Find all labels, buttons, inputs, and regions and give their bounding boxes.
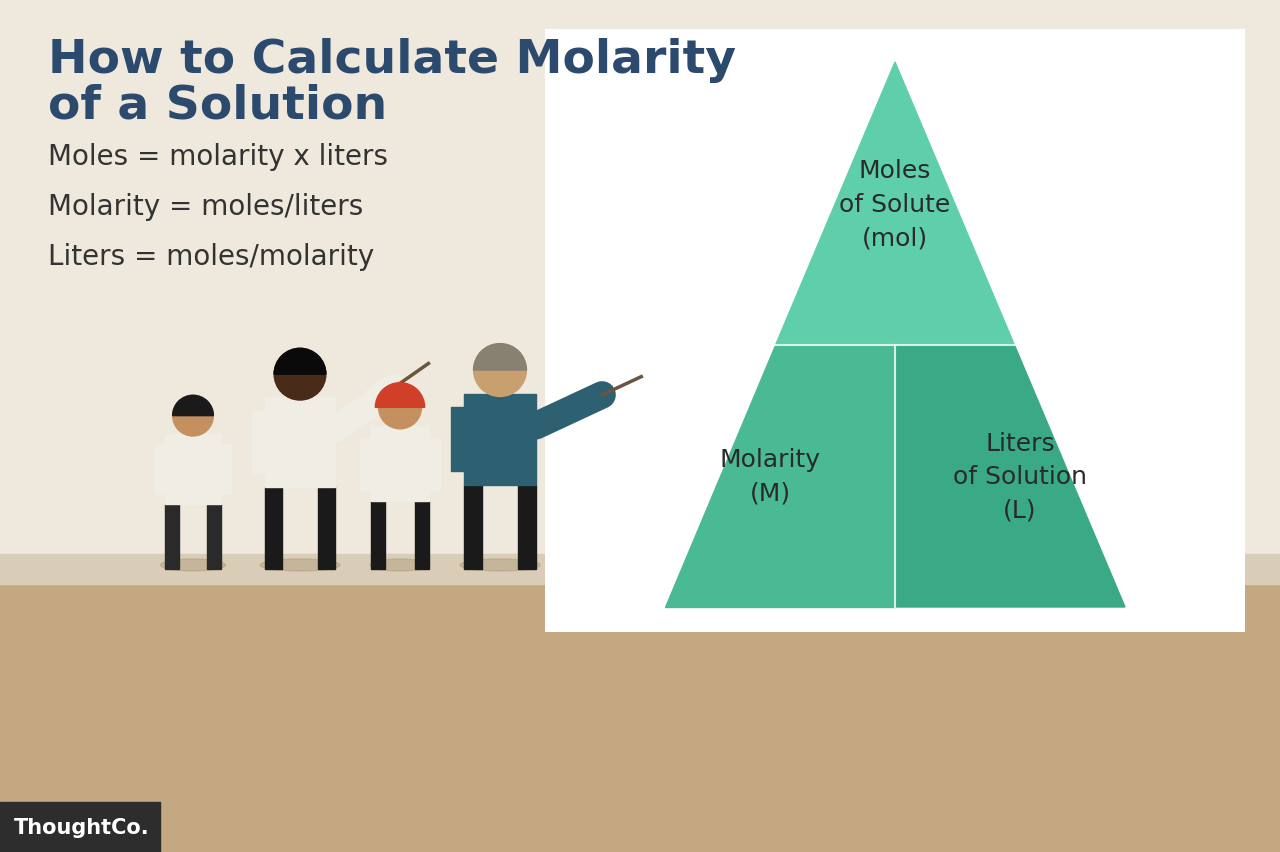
Text: Moles
of Solute
(mol): Moles of Solute (mol) (840, 159, 951, 250)
Text: How to Calculate Molarity: How to Calculate Molarity (49, 38, 736, 83)
Text: Moles = molarity x liters: Moles = molarity x liters (49, 143, 388, 170)
Text: Liters
of Solution
(L): Liters of Solution (L) (954, 431, 1087, 522)
Text: ThoughtCo.: ThoughtCo. (14, 817, 150, 837)
Bar (371, 501, 385, 569)
Bar (0, 0, 1280, 569)
Circle shape (173, 396, 214, 436)
Bar (207, 504, 220, 569)
Polygon shape (666, 346, 895, 607)
Bar (265, 398, 335, 487)
Text: Molarity
(M): Molarity (M) (719, 448, 820, 505)
Wedge shape (375, 383, 425, 408)
Bar (545, 30, 1245, 632)
Wedge shape (274, 349, 326, 375)
Bar (0, 555, 1280, 584)
Bar (220, 445, 230, 494)
Circle shape (379, 387, 421, 429)
Ellipse shape (460, 560, 540, 572)
Bar (465, 394, 536, 486)
Wedge shape (173, 396, 214, 416)
Bar (165, 504, 179, 569)
Bar (371, 427, 429, 501)
Bar (155, 445, 165, 494)
Ellipse shape (160, 560, 225, 572)
Bar (360, 438, 371, 490)
Bar (0, 802, 160, 852)
Bar (465, 486, 483, 569)
Bar (451, 408, 465, 472)
Text: Liters = moles/molarity: Liters = moles/molarity (49, 243, 374, 271)
Bar (265, 487, 283, 569)
Bar (518, 486, 536, 569)
Bar (415, 501, 429, 569)
Bar (0, 569, 1280, 852)
Text: of a Solution: of a Solution (49, 83, 388, 128)
Ellipse shape (260, 560, 340, 572)
Bar (317, 487, 335, 569)
Ellipse shape (370, 560, 430, 572)
Bar (252, 412, 265, 474)
Circle shape (474, 344, 526, 397)
Circle shape (274, 349, 326, 400)
Bar (165, 435, 220, 504)
Polygon shape (776, 63, 1015, 346)
Wedge shape (474, 344, 526, 371)
Text: Molarity = moles/liters: Molarity = moles/liters (49, 193, 364, 221)
Polygon shape (895, 346, 1125, 607)
Bar (429, 438, 440, 490)
